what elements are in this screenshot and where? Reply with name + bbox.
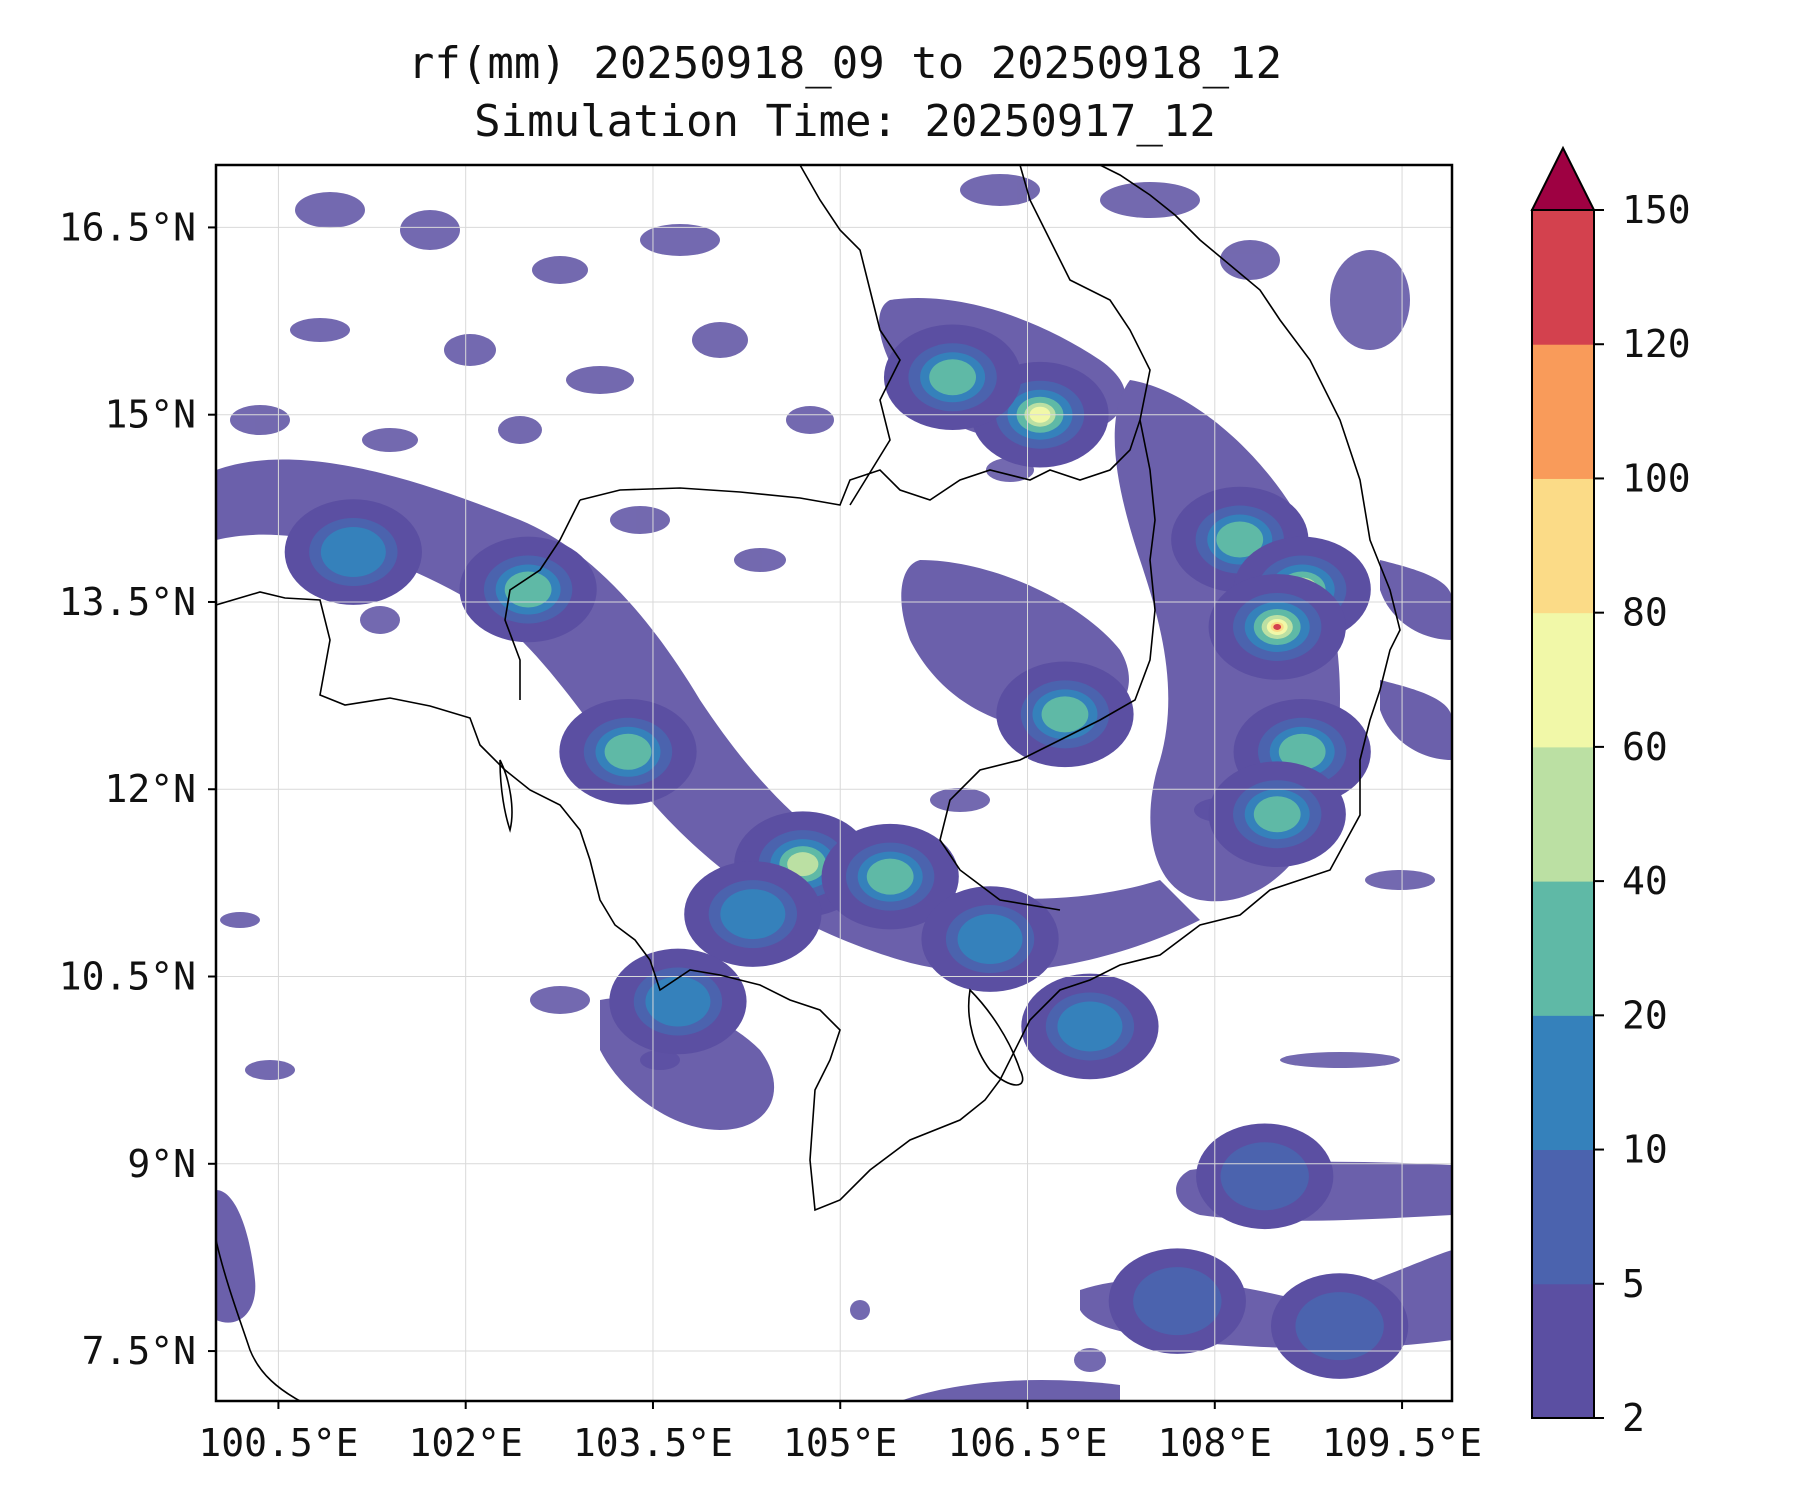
colorbar: 2 5 10 20 40 60 80 100 120 150 (1530, 145, 1691, 1440)
lat-tick-label: 13.5°N (59, 580, 196, 624)
rain-cell-ring (1295, 1292, 1384, 1361)
colorbar-segment (1532, 210, 1594, 345)
colorbar-frame (1531, 209, 1595, 1419)
colorbar-tick-label: 80 (1622, 591, 1668, 635)
colorbar-extend-arrow (1530, 145, 1596, 211)
rain-cell (921, 886, 1059, 992)
rain-cell-ring (604, 733, 652, 770)
colorbar-tick-label: 5 (1622, 1262, 1645, 1306)
rain-cell (1108, 1248, 1246, 1354)
colorbar-tick-label: 20 (1622, 993, 1668, 1037)
rain-cell-ring (504, 571, 552, 608)
lat-axis: 16.5°N 15°N 13.5°N 12°N 10.5°N 9°N 7.5°N (59, 205, 216, 1373)
lon-tick-label: 100.5°E (198, 1421, 358, 1465)
lon-tick-label: 105°E (783, 1421, 897, 1465)
colorbar-segment (1532, 1283, 1594, 1419)
rain-cell-ring (1041, 696, 1089, 733)
rain-cell-ring (1220, 1142, 1309, 1211)
colorbar-segment (1532, 746, 1594, 882)
lat-tick-label: 7.5°N (82, 1329, 196, 1373)
colorbar-tick-label: 100 (1622, 456, 1691, 500)
map-frame (214, 163, 1454, 1403)
rain-cell-ring (645, 976, 711, 1027)
rain-cell-ring (1253, 796, 1301, 833)
rain-cell-ring (1057, 1001, 1123, 1052)
rain-cell-ring (1278, 733, 1326, 770)
map-title-line-2: Simulation Time: 20250917_12 (474, 96, 1216, 147)
map-panel: 100.5°E 102°E 103.5°E 105°E 106.5°E 108°E 109.… (59, 163, 1482, 1465)
rainfall-field (216, 174, 1452, 1401)
colorbar-tick-label: 150 (1622, 188, 1691, 232)
rain-cell-ring (1273, 623, 1282, 630)
colorbar-tick-label: 2 (1622, 1396, 1645, 1440)
rainfall-speckle (220, 174, 1435, 1372)
lat-tick-label: 12°N (104, 767, 196, 811)
lat-tick-label: 10.5°N (59, 955, 196, 999)
map-title-line-1: rf(mm) 20250918_09 to 20250918_12 (407, 38, 1283, 89)
lat-tick-label: 9°N (127, 1142, 196, 1186)
colorbar-segment (1532, 612, 1594, 748)
coastlines (216, 165, 1401, 1401)
colorbar-segment (1532, 1015, 1594, 1151)
rain-cell (996, 661, 1134, 768)
colorbar-segment (1532, 478, 1594, 614)
colorbar-tick-label: 10 (1622, 1128, 1668, 1172)
rain-cell-ring (720, 889, 786, 940)
lat-tick-label: 16.5°N (59, 205, 196, 249)
gridlines (216, 165, 1452, 1401)
lon-tick-label: 102°E (409, 1421, 523, 1465)
colorbar-segment (1532, 881, 1594, 1016)
colorbar-tick-label: 60 (1622, 725, 1668, 769)
rain-cell-ring (1133, 1267, 1222, 1336)
rain-cell (284, 499, 422, 605)
rain-cell (459, 536, 597, 643)
colorbar-segment (1532, 344, 1594, 479)
rain-cell-ring (787, 852, 819, 877)
rain-cell (883, 324, 1022, 431)
lon-axis: 100.5°E 102°E 103.5°E 105°E 106.5°E 108°E 109.… (198, 1401, 1482, 1465)
rain-cell (1208, 574, 1346, 680)
rain-cell (1270, 1273, 1409, 1379)
lat-tick-label: 15°N (104, 393, 196, 437)
rain-cell (821, 823, 959, 930)
rain-cell (1208, 761, 1346, 868)
colorbar-tick-label: 120 (1622, 322, 1691, 366)
rain-cell-ring (320, 527, 386, 578)
rain-cell (1021, 973, 1159, 1080)
rain-cell-ring (957, 914, 1023, 965)
lon-tick-label: 103.5°E (573, 1421, 733, 1465)
rain-cell-ring (866, 858, 914, 895)
rain-cell-ring (1216, 521, 1264, 558)
lon-tick-label: 109.5°E (1322, 1421, 1482, 1465)
colorbar-tick-label: 40 (1622, 859, 1668, 903)
rain-cell (684, 861, 822, 967)
lon-tick-label: 106.5°E (947, 1421, 1107, 1465)
rain-cell-ring (929, 359, 977, 396)
colorbar-segment (1532, 1149, 1594, 1285)
lon-tick-label: 108°E (1158, 1421, 1272, 1465)
rain-cell (1196, 1123, 1334, 1230)
rain-cell (609, 948, 747, 1055)
rain-cell (559, 698, 697, 805)
